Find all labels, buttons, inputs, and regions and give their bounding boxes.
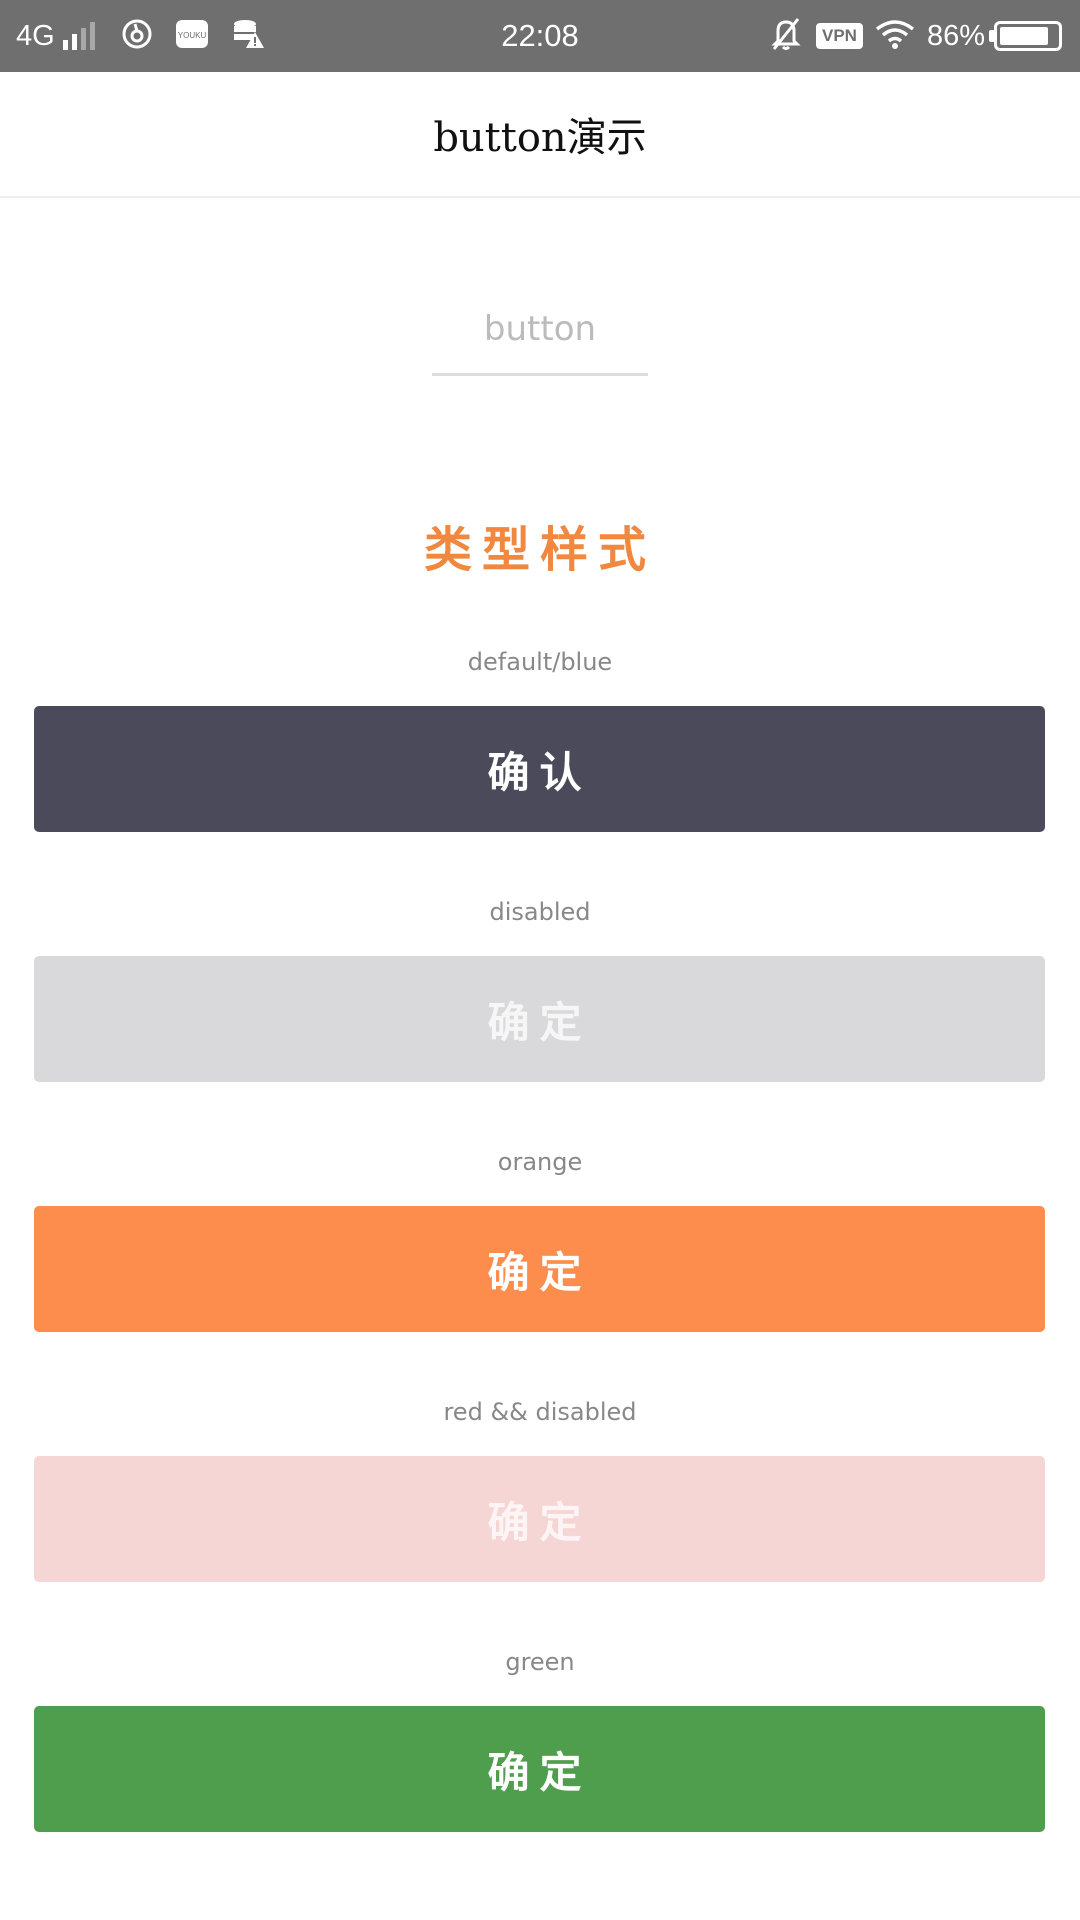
clock: 22:08 xyxy=(501,18,579,53)
confirm-button-red-disabled[interactable]: 确定 xyxy=(34,1456,1045,1582)
database-warning-icon xyxy=(231,18,265,54)
battery-icon xyxy=(994,21,1062,51)
confirm-button-disabled[interactable]: 确定 xyxy=(34,956,1045,1082)
button-label-green: green xyxy=(505,1648,575,1676)
confirm-button-orange[interactable]: 确定 xyxy=(34,1206,1045,1332)
battery-nub xyxy=(989,30,994,42)
mute-bell-icon xyxy=(770,17,802,55)
netease-music-icon xyxy=(121,18,153,54)
button-label-red-disabled: red && disabled xyxy=(443,1398,637,1426)
youku-icon: YOUKU xyxy=(175,18,209,54)
confirm-button-green[interactable]: 确定 xyxy=(34,1706,1045,1832)
network-type: 4G xyxy=(16,19,55,52)
vpn-icon: VPN xyxy=(815,23,863,49)
status-left: 4G YOUKU xyxy=(16,0,265,72)
button-demo-input[interactable] xyxy=(432,285,648,376)
status-bar: 4G YOUKU 22:08 VPN 86% xyxy=(0,0,1080,72)
wifi-icon xyxy=(875,19,915,53)
battery-fill xyxy=(1000,27,1048,45)
button-label-disabled: disabled xyxy=(489,898,591,926)
button-label-orange: orange xyxy=(497,1148,583,1176)
button-label-default: default/blue xyxy=(467,648,613,676)
confirm-button-default[interactable]: 确认 xyxy=(34,706,1045,832)
section-title: 类型样式 xyxy=(423,522,656,578)
battery-percent: 86% xyxy=(926,19,985,52)
page-title: button演示 xyxy=(0,72,1080,198)
svg-text:YOUKU: YOUKU xyxy=(177,31,206,40)
signal-icon xyxy=(62,22,99,50)
status-right: VPN 86% xyxy=(770,0,1062,72)
